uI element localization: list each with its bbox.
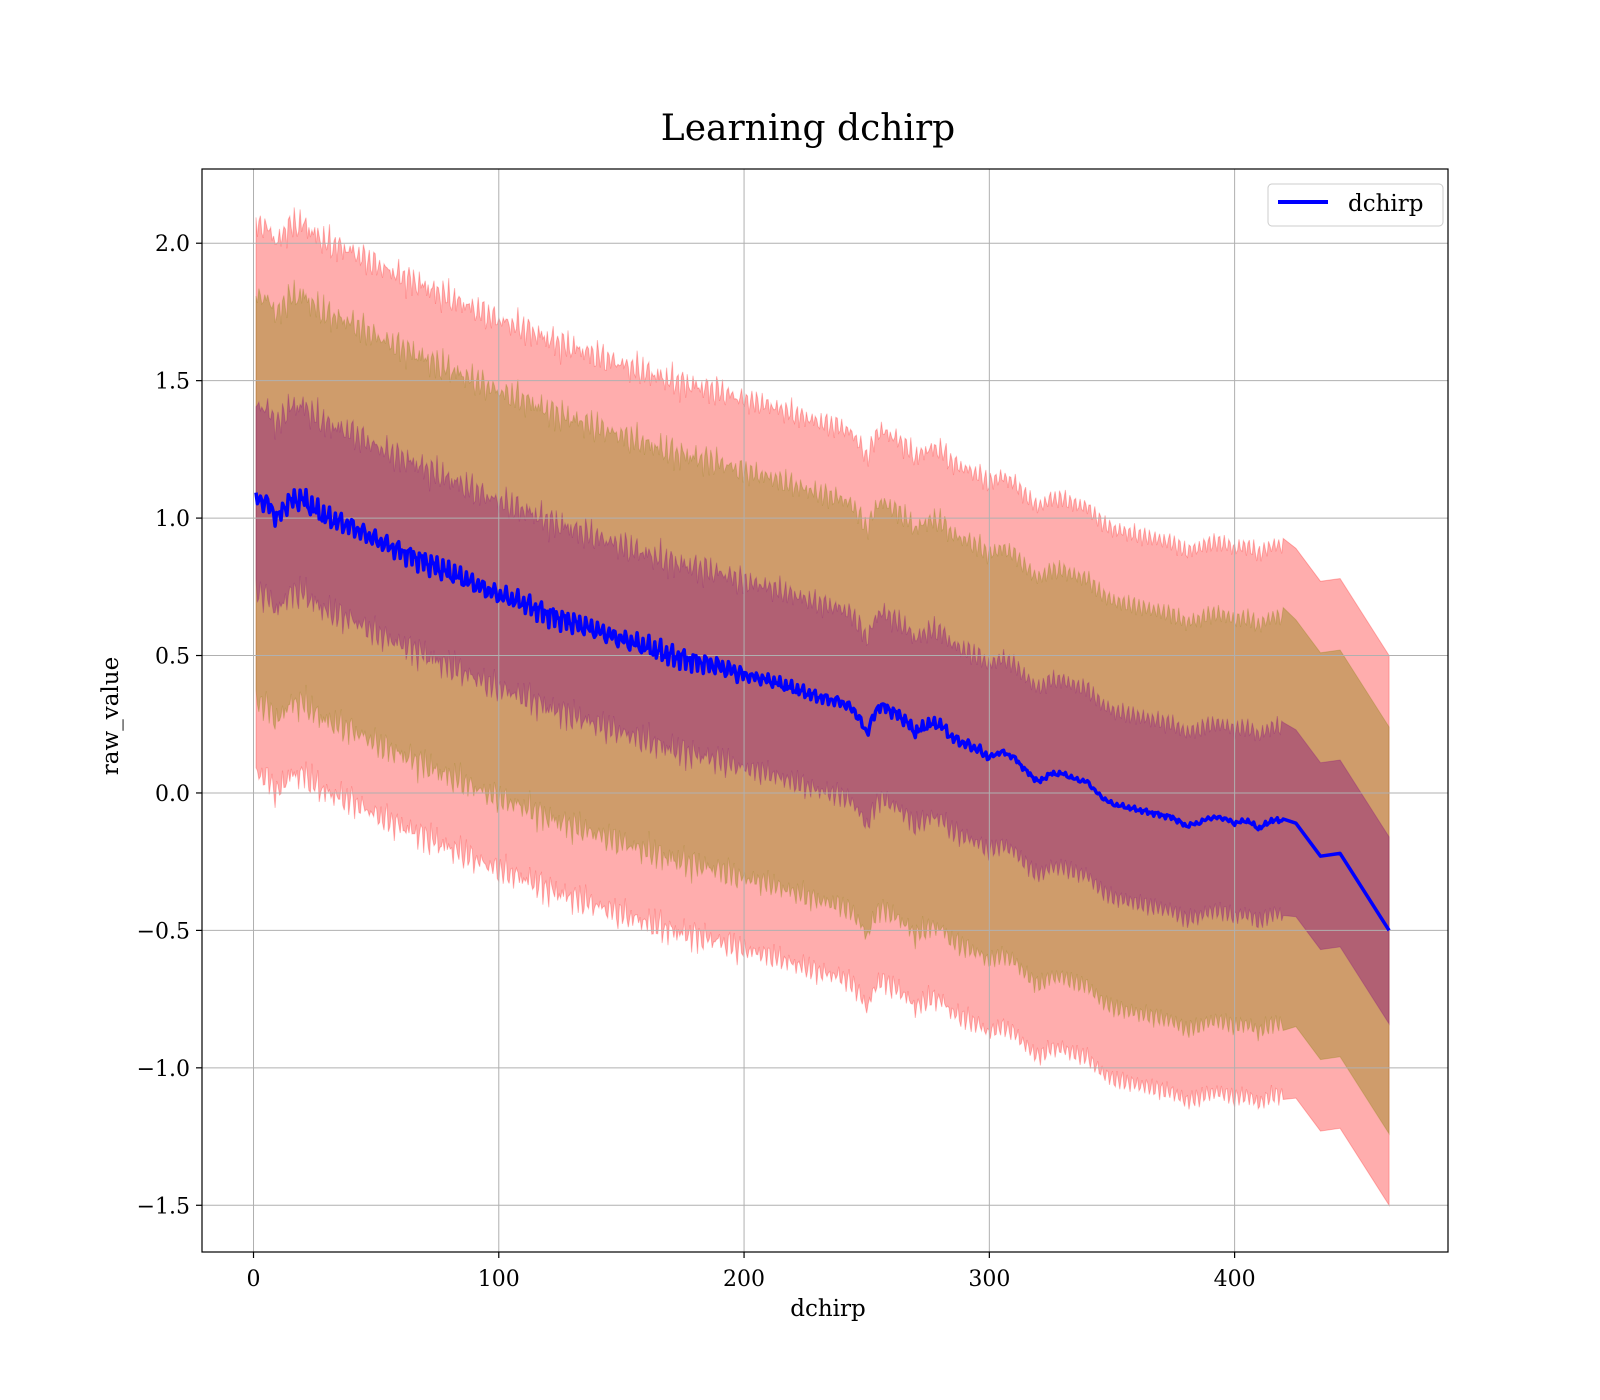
- y-tick-label-7: −1.5: [137, 1194, 190, 1219]
- y-axis-label: raw_value: [98, 657, 124, 775]
- y-tick-label-2: 1.0: [155, 507, 190, 532]
- confidence-bands: [255, 207, 1390, 1208]
- legend-label-dchirp: dchirp: [1348, 191, 1424, 217]
- x-axis-label: dchirp: [790, 1296, 866, 1322]
- y-axis-ticks: 2.0 1.5 1.0 0.5 0.0 −0.5 −1.0 −1.5: [137, 232, 202, 1219]
- series-line-dchirp: [254, 487, 1391, 932]
- y-tick-label-4: 0.0: [155, 782, 190, 807]
- x-tick-label-2: 200: [723, 1267, 765, 1292]
- y-tick-label-3: 0.5: [155, 645, 190, 670]
- grid-lines: [202, 169, 1448, 1252]
- x-tick-label-3: 300: [968, 1267, 1010, 1292]
- y-tick-label-0: 2.0: [155, 232, 190, 257]
- x-tick-label-1: 100: [478, 1267, 520, 1292]
- legend: dchirp: [1267, 183, 1444, 227]
- y-tick-label-1: 1.5: [155, 370, 190, 395]
- y-tick-label-5: −0.5: [137, 919, 190, 944]
- plot-area-frame: [201, 168, 1449, 1253]
- band-middle: [255, 279, 1390, 1136]
- legend-box: [1267, 183, 1444, 227]
- band-inner: [255, 393, 1390, 1026]
- x-tick-label-4: 400: [1214, 1267, 1256, 1292]
- chart-title: Learning dchirp: [661, 108, 955, 149]
- x-tick-label-0: 0: [247, 1267, 261, 1292]
- x-axis-ticks: 0 100 200 300 400: [247, 1252, 1256, 1292]
- series-line-group: [254, 487, 1391, 932]
- y-tick-label-6: −1.0: [137, 1057, 190, 1082]
